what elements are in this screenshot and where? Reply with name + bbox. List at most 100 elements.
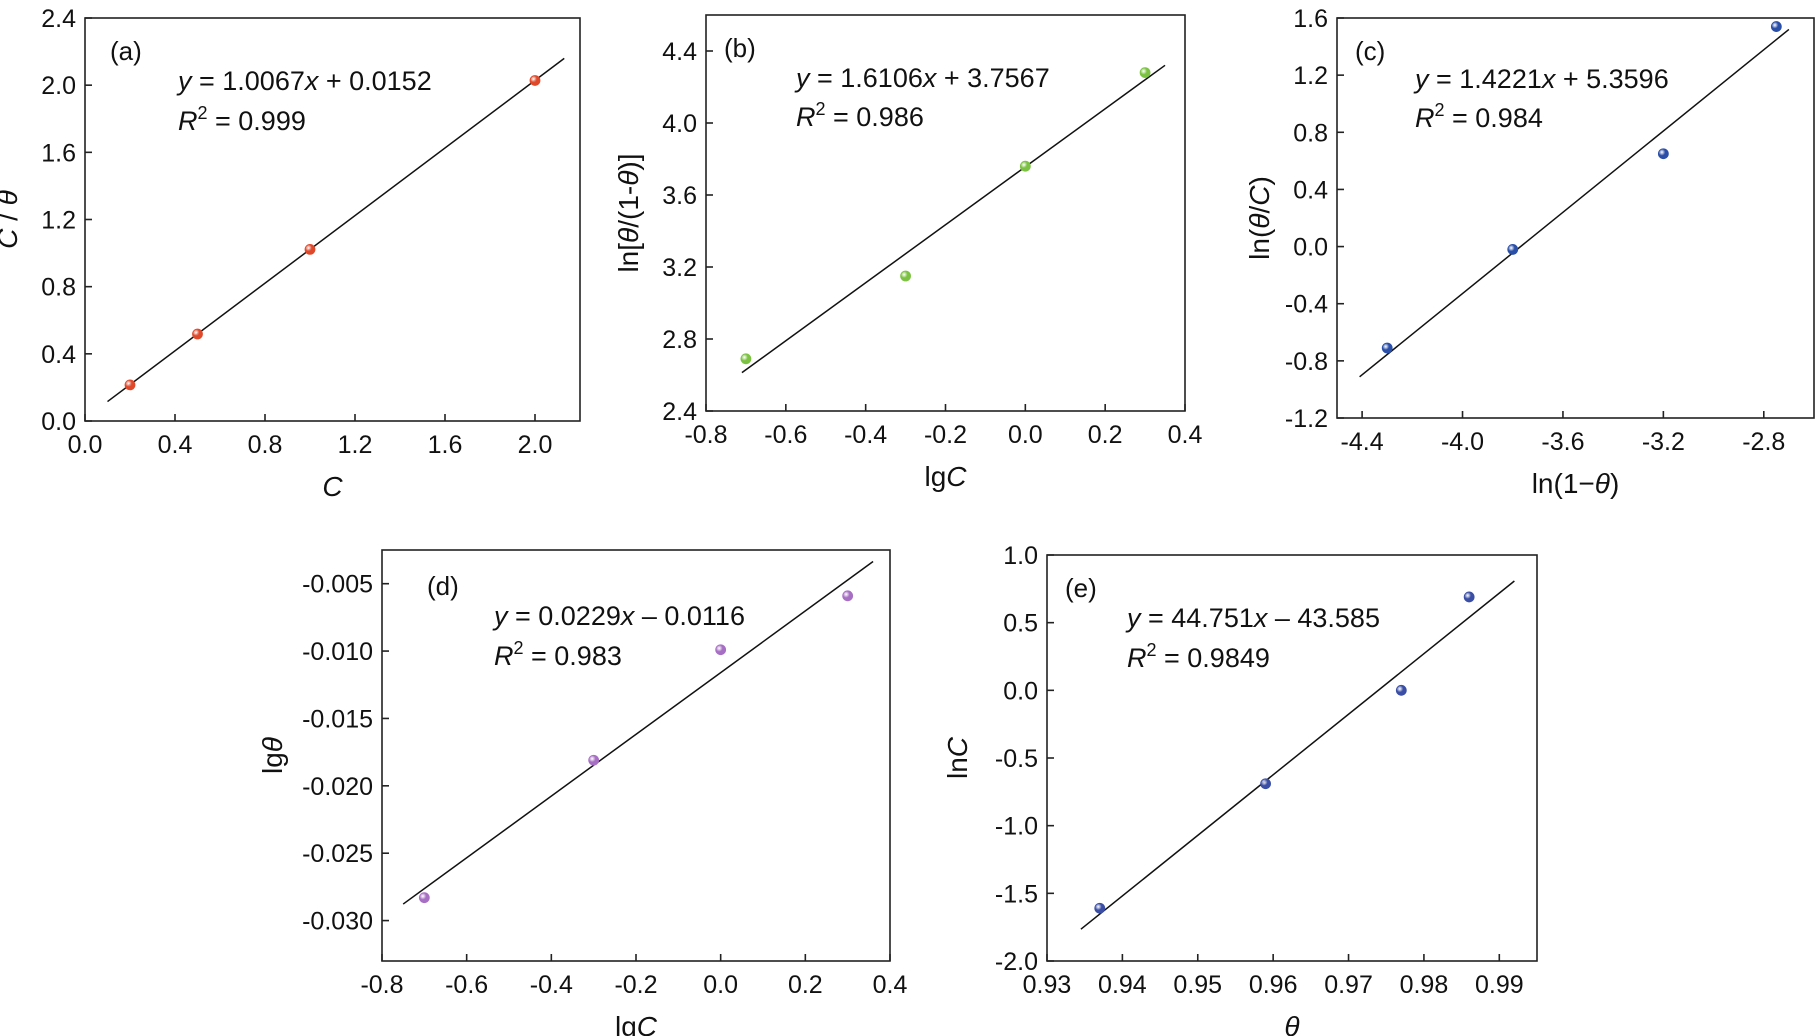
fit-equation-part: x — [1540, 64, 1557, 94]
x-axis-label-part: C — [322, 471, 343, 502]
fit-equation-part: x — [303, 66, 320, 96]
y-axis-label-part: C — [942, 736, 973, 757]
r-exponent: 2 — [1147, 640, 1157, 660]
fit-equation-part: x — [921, 63, 938, 93]
y-tick-label: 3.6 — [662, 182, 697, 210]
y-tick-label: -0.020 — [302, 773, 373, 801]
fit-equation: y = 0.0229x – 0.0116 — [492, 601, 745, 631]
x-axis-label: lgC — [615, 1011, 658, 1036]
x-tick-label: 0.97 — [1324, 971, 1373, 999]
y-tick-label: 0.0 — [1293, 234, 1328, 262]
r-symbol: R — [178, 106, 198, 136]
x-tick-label: -3.2 — [1642, 428, 1685, 456]
y-axis-label-part: ln[ — [613, 243, 644, 273]
r-squared-value: = 0.999 — [208, 106, 306, 136]
r-squared-value: = 0.984 — [1445, 103, 1543, 133]
y-tick-label: -0.8 — [1285, 348, 1328, 376]
y-tick-label: -2.0 — [995, 948, 1038, 976]
x-axis-label-part: lg — [924, 461, 946, 492]
y-tick-label: -1.5 — [995, 880, 1038, 908]
panel-label: (d) — [427, 571, 459, 601]
fit-equation-part: – 0.0116 — [634, 601, 745, 631]
fit-equation-part: x — [1252, 603, 1269, 633]
y-axis-label-part: / — [0, 205, 23, 228]
y-axis-label-part: ln — [942, 757, 973, 779]
y-axis-label-part: θ — [0, 190, 23, 205]
y-tick-label: 0.0 — [1003, 677, 1038, 705]
panel-label: (e) — [1065, 573, 1097, 603]
data-point — [1260, 778, 1272, 790]
y-axis-label: ln(θ/C) — [1244, 176, 1275, 260]
x-axis-label: ln(1−θ) — [1532, 468, 1620, 499]
x-tick-label: 1.2 — [338, 431, 373, 459]
fit-equation: y = 1.4221x + 5.3596 — [1413, 64, 1669, 94]
fit-equation-part: y — [1125, 603, 1142, 633]
r-exponent: 2 — [1435, 100, 1445, 120]
fit-equation-part: = 1.4221 — [1429, 64, 1542, 94]
y-axis-label: ln[θ/(1-θ)] — [613, 153, 644, 272]
fit-line — [741, 64, 1166, 374]
data-point — [1657, 148, 1669, 160]
data-point — [1381, 342, 1393, 354]
y-axis-label-part: θ — [257, 737, 288, 752]
r-symbol: R — [796, 102, 816, 132]
fit-equation-part: x — [619, 601, 636, 631]
x-tick-label: 0.93 — [1023, 971, 1072, 999]
r-squared: R2 = 0.9849 — [1127, 640, 1270, 673]
y-axis-label-part: C — [0, 228, 23, 249]
x-tick-label: -0.2 — [614, 971, 657, 999]
y-tick-label: 4.4 — [662, 38, 697, 66]
fit-equation-part: – 43.585 — [1267, 603, 1380, 633]
data-point — [1463, 591, 1475, 603]
x-tick-label: -4.4 — [1341, 428, 1384, 456]
y-tick-label: 2.8 — [662, 326, 697, 354]
y-tick-label: 0.0 — [41, 408, 76, 436]
y-tick-label: 0.4 — [1293, 176, 1328, 204]
fit-equation-part: = 0.0229 — [508, 601, 621, 631]
r-squared-value: = 0.986 — [826, 102, 924, 132]
y-tick-label: -0.005 — [302, 571, 373, 599]
x-tick-label: 1.6 — [428, 431, 463, 459]
fit-equation-part: y — [176, 66, 193, 96]
x-axis-label-part: lg — [615, 1011, 637, 1036]
data-point — [124, 379, 136, 391]
fit-line — [402, 560, 874, 905]
x-tick-label: 0.96 — [1249, 971, 1298, 999]
x-tick-label: -0.8 — [360, 971, 403, 999]
fit-equation: y = 1.0067x + 0.0152 — [176, 66, 432, 96]
x-tick-label: 0.95 — [1173, 971, 1222, 999]
y-tick-label: -0.025 — [302, 840, 373, 868]
y-tick-label: 4.0 — [662, 110, 697, 138]
r-exponent: 2 — [816, 99, 826, 119]
data-point — [842, 590, 854, 602]
x-tick-label: 0.8 — [248, 431, 283, 459]
x-tick-label: 0.0 — [68, 431, 103, 459]
fit-line — [1080, 580, 1515, 930]
data-point — [740, 353, 752, 365]
x-tick-label: 0.99 — [1475, 971, 1524, 999]
x-tick-label: -0.2 — [924, 421, 967, 449]
y-axis-label-part: ln( — [1244, 228, 1275, 260]
panel-d: -0.8 -0.6 -0.4 -0.2 0.0 0.2 0.4 -0.030 -0.025 -0.… — [257, 549, 908, 1036]
y-tick-label: -0.4 — [1285, 291, 1328, 319]
y-axis-label-part: )] — [613, 153, 644, 170]
x-tick-label: -0.4 — [844, 421, 887, 449]
y-tick-label: 1.6 — [41, 139, 76, 167]
x-tick-label: -3.6 — [1541, 428, 1584, 456]
panel-a: 0.0 0.4 0.8 1.2 1.6 2.0 0.0 0.4 0.8 1.2 1.6 2.0 2.4 C… — [0, 5, 581, 502]
data-point — [1395, 684, 1407, 696]
y-tick-label: -0.015 — [302, 705, 373, 733]
r-squared-value: = 0.9849 — [1157, 643, 1270, 673]
x-tick-label: 0.2 — [1088, 421, 1123, 449]
x-tick-label: 0.0 — [703, 971, 738, 999]
r-squared: R2 = 0.984 — [1415, 100, 1543, 133]
y-tick-label: -1.0 — [995, 813, 1038, 841]
x-tick-label: 2.0 — [518, 431, 553, 459]
y-tick-label: 1.2 — [1293, 62, 1328, 90]
y-tick-label: 3.2 — [662, 254, 697, 282]
x-tick-label: 0.4 — [873, 971, 908, 999]
y-axis-label: lnC — [942, 736, 973, 779]
fit-equation: y = 44.751x – 43.585 — [1125, 603, 1380, 633]
r-exponent: 2 — [198, 103, 208, 123]
